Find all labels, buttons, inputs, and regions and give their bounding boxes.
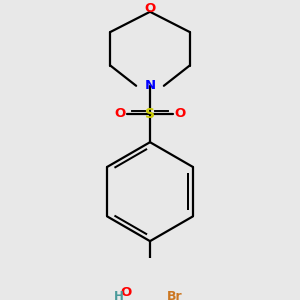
Text: N: N (144, 79, 156, 92)
Text: O: O (174, 107, 185, 120)
Text: O: O (144, 2, 156, 15)
Text: O: O (115, 107, 126, 120)
Text: O: O (120, 286, 132, 299)
Text: Br: Br (167, 290, 183, 300)
Polygon shape (129, 272, 150, 296)
Text: S: S (145, 107, 155, 122)
Text: H: H (114, 290, 124, 300)
